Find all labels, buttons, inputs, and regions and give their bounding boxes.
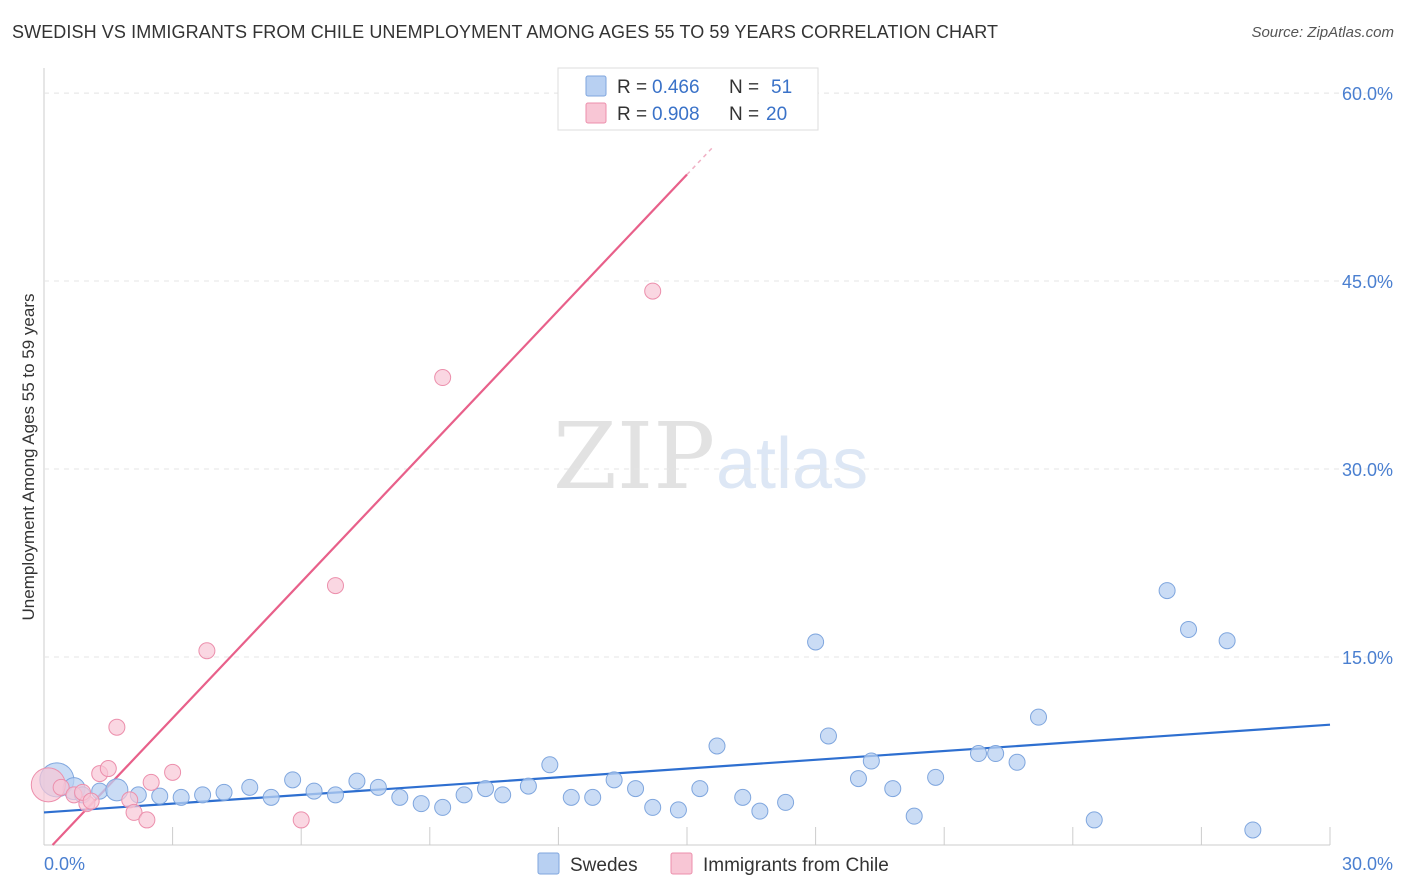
point-swedes-40 <box>884 780 902 798</box>
point-chile-6 <box>108 718 126 736</box>
point-swedes-22 <box>494 786 512 804</box>
bottom-legend-label-swedes: Swedes <box>570 855 638 876</box>
y-tick-label-15: 15.0% <box>1342 648 1393 668</box>
point-chile-19 <box>82 792 100 810</box>
point-chile-9 <box>138 811 156 829</box>
y-tick-label-60: 60.0% <box>1342 84 1393 104</box>
point-swedes-42 <box>927 768 945 786</box>
trendline-chile-extension <box>686 146 714 176</box>
point-swedes-26 <box>584 788 602 806</box>
point-chile-15 <box>434 369 452 387</box>
correlation-legend: R = 0.466 N = 51 R = 0.908 N = 20 <box>557 67 819 131</box>
point-swedes-12 <box>284 771 302 789</box>
point-swedes-51 <box>1218 632 1236 650</box>
point-chile-1 <box>52 778 70 796</box>
x-tick-label-min: 0.0% <box>44 854 85 874</box>
point-swedes-32 <box>708 737 726 755</box>
point-swedes-48 <box>1158 582 1176 600</box>
series-legend: Swedes Immigrants from Chile <box>537 852 889 876</box>
legend-swatch-chile <box>585 102 607 124</box>
point-swedes-15 <box>348 772 366 790</box>
point-swedes-7 <box>172 788 190 806</box>
point-swedes-36 <box>807 633 825 651</box>
point-swedes-46 <box>1030 708 1048 726</box>
point-swedes-41 <box>905 807 923 825</box>
point-swedes-18 <box>412 795 430 813</box>
point-swedes-44 <box>987 745 1005 763</box>
point-swedes-4 <box>105 778 129 802</box>
point-swedes-34 <box>751 802 769 820</box>
legend-n-value-swedes: 51 <box>771 77 792 98</box>
trendline-swedes <box>43 723 1331 814</box>
trendlines <box>43 146 1331 846</box>
point-swedes-6 <box>151 787 169 805</box>
point-chile-8 <box>125 803 143 821</box>
data-points <box>30 90 1262 839</box>
point-chile-10 <box>142 773 160 791</box>
point-swedes-13 <box>305 782 323 800</box>
point-swedes-16 <box>369 778 387 796</box>
point-chile-14 <box>326 577 344 595</box>
point-swedes-37 <box>819 727 837 745</box>
point-swedes-23 <box>519 777 537 795</box>
point-swedes-17 <box>391 788 409 806</box>
point-swedes-24 <box>541 756 559 774</box>
point-chile-5 <box>99 760 117 778</box>
point-chile-13 <box>292 811 310 829</box>
point-swedes-30 <box>669 801 687 819</box>
point-swedes-11 <box>262 788 280 806</box>
trendline-chile <box>51 173 688 846</box>
point-swedes-39 <box>862 752 880 770</box>
y-tick-label-30: 30.0% <box>1342 460 1393 480</box>
legend-swatch-swedes <box>585 75 607 97</box>
y-axis-title: Unemployment Among Ages 55 to 59 years <box>19 294 38 621</box>
point-swedes-28 <box>627 780 645 798</box>
x-ticks <box>172 827 1331 845</box>
point-chile-12 <box>198 642 216 660</box>
point-swedes-29 <box>644 798 662 816</box>
point-swedes-19 <box>434 798 452 816</box>
point-swedes-25 <box>562 788 580 806</box>
legend-r-value-swedes: 0.466 <box>652 77 700 98</box>
point-swedes-21 <box>477 780 495 798</box>
y-tick-label-45: 45.0% <box>1342 272 1393 292</box>
point-swedes-14 <box>326 786 344 804</box>
point-swedes-27 <box>605 771 623 789</box>
point-swedes-45 <box>1008 753 1026 771</box>
bottom-legend-label-chile: Immigrants from Chile <box>703 855 889 876</box>
legend-r-value-chile: 0.908 <box>652 104 700 125</box>
gridlines <box>44 92 1393 658</box>
point-swedes-43 <box>969 745 987 763</box>
legend-n-label-chile: N = <box>729 104 759 125</box>
legend-r-label-chile: R = <box>617 104 647 125</box>
point-swedes-47 <box>1085 811 1103 829</box>
point-swedes-38 <box>849 770 867 788</box>
watermark-atlas: atlas <box>716 424 868 504</box>
watermark-zip: ZIP <box>553 403 715 510</box>
point-swedes-31 <box>691 780 709 798</box>
point-swedes-35 <box>777 793 795 811</box>
bottom-legend-swatch-chile <box>670 852 693 875</box>
legend-n-label-swedes: N = <box>729 77 759 98</box>
point-chile-11 <box>164 763 182 781</box>
source-credit: Source: ZipAtlas.com <box>1251 24 1394 41</box>
point-swedes-9 <box>215 783 233 801</box>
legend-r-label-swedes: R = <box>617 77 647 98</box>
point-swedes-10 <box>241 778 259 796</box>
point-chile-17 <box>644 282 662 300</box>
watermark: ZIP atlas <box>553 403 868 510</box>
x-tick-label-max: 30.0% <box>1342 854 1393 874</box>
y-tick-labels: 15.0% 30.0% 45.0% 60.0% <box>1342 84 1393 668</box>
chart-title: SWEDISH VS IMMIGRANTS FROM CHILE UNEMPLO… <box>12 22 999 42</box>
point-swedes-8 <box>194 786 212 804</box>
point-swedes-20 <box>455 786 473 804</box>
bottom-legend-swatch-swedes <box>537 852 560 875</box>
point-swedes-33 <box>734 788 752 806</box>
legend-n-value-chile: 20 <box>766 104 787 125</box>
point-swedes-50 <box>1244 821 1262 839</box>
point-swedes-49 <box>1180 620 1198 638</box>
